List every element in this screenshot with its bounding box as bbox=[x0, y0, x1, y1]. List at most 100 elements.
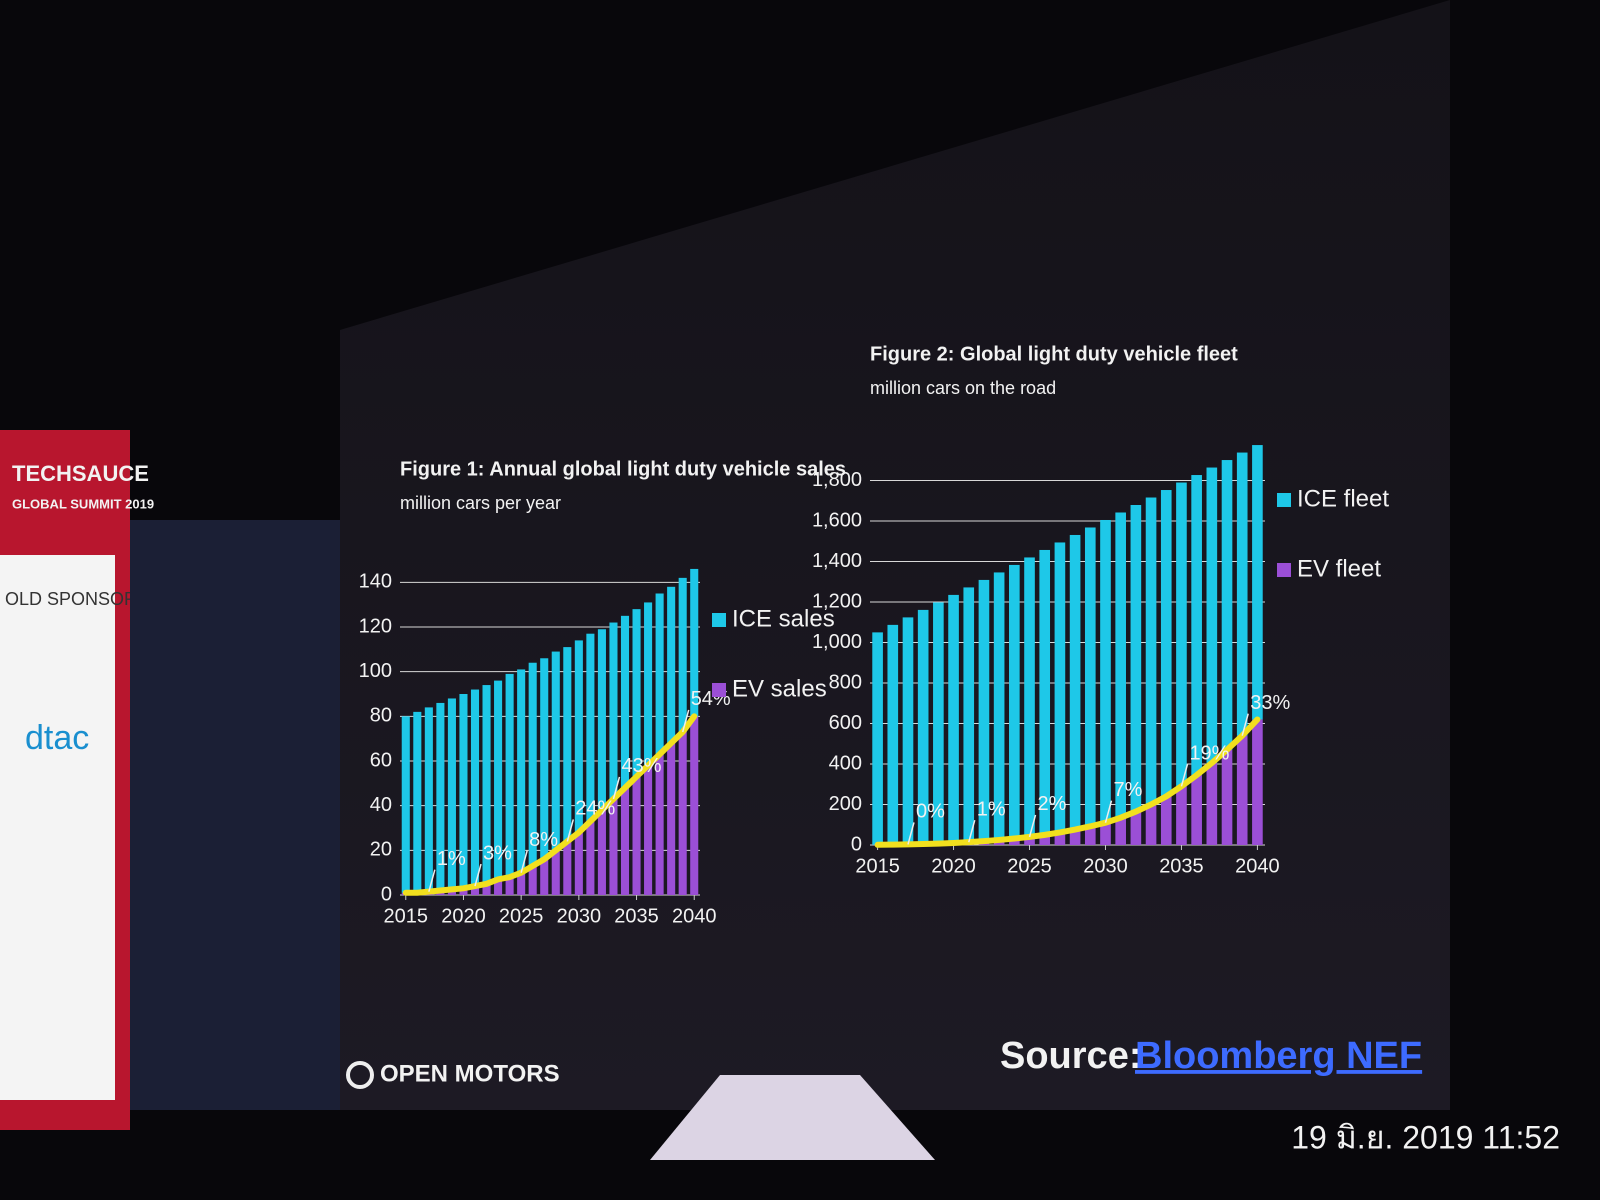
y-tick-label: 0 bbox=[381, 883, 392, 905]
bar-segment bbox=[470, 689, 480, 887]
share-line bbox=[874, 716, 1261, 848]
bar-segment bbox=[690, 716, 699, 895]
annotation: 2% bbox=[1038, 793, 1067, 815]
x-tick-label: 2015 bbox=[384, 905, 429, 927]
bar-segment bbox=[963, 587, 975, 843]
bar-segment bbox=[1176, 786, 1187, 845]
bar-segment bbox=[872, 632, 883, 845]
annotation: 1% bbox=[977, 798, 1006, 820]
bar-segment bbox=[459, 888, 468, 895]
bar-segment bbox=[1130, 505, 1142, 812]
annotation: 33% bbox=[1250, 692, 1290, 714]
annotation-leader bbox=[907, 822, 915, 845]
bar-segment bbox=[1069, 534, 1081, 830]
bar-segment bbox=[620, 787, 630, 895]
x-tick-label: 2035 bbox=[1159, 855, 1204, 877]
y-tick-label: 120 bbox=[359, 615, 392, 637]
y-tick-label: 1,600 bbox=[812, 509, 862, 531]
y-tick-label: 1,200 bbox=[812, 590, 862, 612]
bar-segment bbox=[505, 877, 514, 895]
annotation-leader bbox=[612, 776, 621, 800]
presenter-area bbox=[130, 520, 340, 1110]
y-tick-label: 1,800 bbox=[812, 469, 862, 491]
y-tick-label: 80 bbox=[370, 705, 392, 727]
bar-segment bbox=[1191, 775, 1202, 845]
bar-segment bbox=[620, 615, 630, 788]
bar-segment bbox=[933, 602, 944, 844]
legend-label: EV fleet bbox=[1297, 555, 1381, 582]
bar-segment bbox=[1252, 719, 1263, 845]
y-tick-label: 0 bbox=[851, 833, 862, 855]
bar-segment bbox=[574, 832, 583, 895]
bar-segment bbox=[1100, 822, 1111, 845]
bar-segment bbox=[401, 716, 410, 893]
annotation-leader bbox=[1241, 713, 1249, 736]
bar-segment bbox=[678, 731, 687, 895]
bar-segment bbox=[482, 685, 491, 884]
legend-swatch bbox=[1277, 493, 1291, 507]
stage-monitor bbox=[650, 1075, 935, 1160]
share-line bbox=[402, 713, 698, 896]
bar-segment bbox=[528, 662, 537, 866]
banner-brand: TECHSAUCE bbox=[12, 461, 149, 486]
logo-icon bbox=[346, 1061, 374, 1089]
bar-segment bbox=[540, 859, 549, 895]
chart-title: Figure 2: Global light duty vehicle flee… bbox=[870, 343, 1238, 365]
bar-segment bbox=[586, 633, 595, 822]
bar-segment bbox=[574, 640, 583, 833]
annotation-leader bbox=[1104, 800, 1113, 823]
annotation: 1% bbox=[437, 848, 466, 870]
legend-swatch bbox=[712, 613, 726, 627]
bar-segment bbox=[528, 865, 537, 895]
annotation-leader bbox=[566, 819, 575, 842]
bar-segment bbox=[1145, 804, 1157, 845]
bar-segment bbox=[517, 872, 526, 895]
bar-segment bbox=[459, 694, 468, 889]
bar-segment bbox=[1009, 564, 1020, 839]
bar-segment bbox=[597, 810, 606, 895]
x-tick-label: 2040 bbox=[672, 905, 717, 927]
bar-segment bbox=[424, 707, 433, 892]
bar-segment bbox=[597, 629, 606, 811]
bar-segment bbox=[1039, 834, 1051, 845]
bar-segment bbox=[1206, 467, 1218, 763]
x-tick-label: 2025 bbox=[1007, 855, 1052, 877]
bar-segment bbox=[1054, 832, 1066, 845]
bar-segment bbox=[1145, 497, 1157, 805]
bar-segment bbox=[1252, 445, 1263, 720]
bar-segment bbox=[551, 651, 560, 851]
bar-segment bbox=[494, 879, 503, 895]
x-tick-label: 2040 bbox=[1235, 855, 1280, 877]
bar-segment bbox=[1039, 549, 1051, 835]
x-tick-label: 2025 bbox=[499, 905, 544, 927]
bar-segment bbox=[632, 609, 641, 777]
bar-segment bbox=[644, 602, 653, 766]
bar-segment bbox=[1054, 542, 1066, 833]
bar-segment bbox=[505, 673, 514, 878]
bar-segment bbox=[1191, 475, 1202, 776]
annotation: 3% bbox=[483, 842, 512, 864]
chart-subtitle: million cars per year bbox=[400, 493, 561, 513]
banner-event: GLOBAL SUMMIT 2019 bbox=[12, 496, 154, 511]
bar-segment bbox=[978, 579, 990, 842]
bar-segment bbox=[436, 702, 445, 891]
x-tick-label: 2020 bbox=[441, 905, 486, 927]
bar-segment bbox=[690, 568, 699, 717]
x-tick-label: 2030 bbox=[1083, 855, 1128, 877]
bar-segment bbox=[1221, 460, 1233, 750]
annotation-leader bbox=[474, 863, 482, 887]
annotation: 24% bbox=[575, 798, 615, 820]
y-tick-label: 20 bbox=[370, 839, 392, 861]
bar-segment bbox=[1100, 519, 1111, 823]
bar-segment bbox=[632, 776, 641, 895]
annotation-leader bbox=[1180, 764, 1189, 787]
legend-label: ICE fleet bbox=[1297, 485, 1389, 512]
source-link[interactable]: Bloomberg NEF bbox=[1135, 1035, 1422, 1077]
legend-swatch bbox=[1277, 563, 1291, 577]
bar-segment bbox=[1084, 527, 1096, 827]
bar-segment bbox=[1160, 796, 1172, 845]
bar-segment bbox=[644, 765, 653, 895]
bar-segment bbox=[667, 743, 676, 895]
annotation-leader bbox=[1028, 814, 1037, 838]
